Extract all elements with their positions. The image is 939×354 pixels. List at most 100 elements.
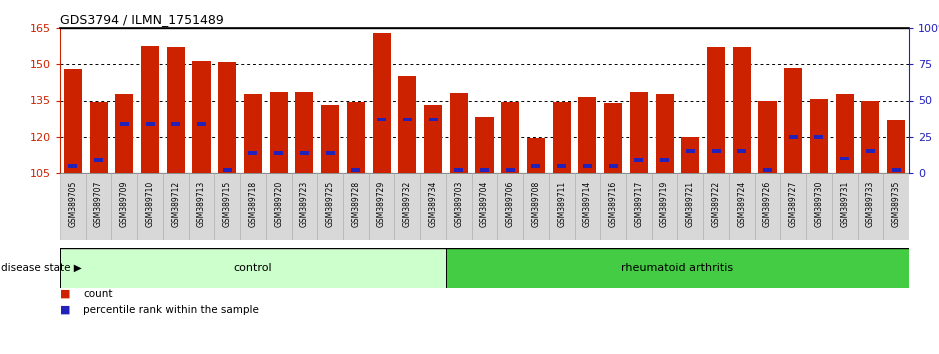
Text: rheumatoid arthritis: rheumatoid arthritis (622, 263, 733, 273)
Bar (604, 103, 623, 173)
Bar (707, 47, 725, 173)
Text: GSM389716: GSM389716 (608, 181, 618, 227)
Bar (446, 173, 471, 240)
Bar (655, 95, 673, 173)
Text: GSM389705: GSM389705 (69, 181, 77, 227)
Bar (223, 168, 232, 172)
Bar (475, 118, 494, 173)
Bar (884, 173, 909, 240)
Bar (806, 173, 832, 240)
Bar (814, 135, 824, 138)
Bar (626, 173, 652, 240)
Bar (394, 173, 420, 240)
Bar (296, 92, 314, 173)
Bar (454, 168, 463, 172)
Text: control: control (234, 263, 272, 273)
Bar (780, 173, 806, 240)
Bar (789, 135, 798, 138)
Bar (446, 248, 909, 288)
Bar (600, 173, 626, 240)
Bar (763, 168, 772, 172)
Bar (266, 173, 291, 240)
Bar (249, 151, 257, 154)
Bar (630, 92, 648, 173)
Bar (450, 93, 468, 173)
Text: disease state ▶: disease state ▶ (1, 263, 82, 273)
Bar (703, 173, 729, 240)
Text: ■: ■ (60, 289, 70, 299)
Bar (832, 173, 857, 240)
Bar (321, 105, 339, 173)
Bar (274, 151, 284, 154)
Bar (759, 101, 777, 173)
Text: GSM389725: GSM389725 (326, 181, 334, 227)
Text: GSM389710: GSM389710 (146, 181, 155, 227)
Text: count: count (84, 289, 113, 299)
Bar (729, 173, 755, 240)
Bar (326, 151, 334, 154)
Bar (810, 99, 828, 173)
Bar (269, 92, 287, 173)
Bar (64, 69, 82, 173)
Bar (291, 173, 317, 240)
Text: GSM389713: GSM389713 (197, 181, 206, 227)
Bar (712, 149, 720, 153)
Bar (480, 168, 489, 172)
Bar (373, 33, 391, 173)
Bar (120, 122, 129, 126)
Bar (583, 164, 592, 167)
Bar (784, 68, 802, 173)
Bar (60, 248, 446, 288)
Bar (428, 118, 438, 121)
Text: GSM389722: GSM389722 (712, 181, 720, 227)
Text: GSM389709: GSM389709 (120, 181, 129, 227)
Text: GSM389721: GSM389721 (685, 181, 695, 227)
Bar (866, 149, 875, 153)
Text: GSM389719: GSM389719 (660, 181, 670, 227)
Text: GSM389726: GSM389726 (763, 181, 772, 227)
Bar (836, 95, 854, 173)
Bar (501, 102, 519, 173)
Text: GSM389729: GSM389729 (377, 181, 386, 227)
Text: GSM389735: GSM389735 (892, 181, 901, 227)
Bar (635, 158, 643, 162)
Bar (189, 173, 214, 240)
Bar (737, 149, 747, 153)
Bar (887, 120, 905, 173)
Text: GSM389720: GSM389720 (274, 181, 284, 227)
Bar (892, 168, 901, 172)
Bar (369, 173, 394, 240)
Bar (240, 173, 266, 240)
Bar (317, 173, 343, 240)
Bar (861, 101, 880, 173)
Bar (162, 173, 189, 240)
Bar (677, 173, 703, 240)
Bar (146, 122, 155, 126)
Text: GSM389732: GSM389732 (403, 181, 412, 227)
Bar (115, 95, 133, 173)
Text: GSM389703: GSM389703 (454, 181, 463, 227)
Bar (141, 46, 159, 173)
Bar (553, 102, 571, 173)
Bar (578, 97, 596, 173)
Text: GSM389731: GSM389731 (840, 181, 849, 227)
Text: GSM389711: GSM389711 (557, 181, 566, 227)
Bar (608, 164, 618, 167)
Bar (218, 62, 237, 173)
Bar (424, 105, 442, 173)
Bar (527, 138, 545, 173)
Bar (531, 164, 541, 167)
Text: GSM389708: GSM389708 (531, 181, 541, 227)
Text: GSM389715: GSM389715 (223, 181, 232, 227)
Bar (548, 173, 575, 240)
Bar (857, 173, 884, 240)
Text: GSM389728: GSM389728 (351, 181, 361, 227)
Bar (89, 102, 108, 173)
Bar (197, 122, 206, 126)
Bar (840, 157, 849, 160)
Text: percentile rank within the sample: percentile rank within the sample (84, 305, 259, 315)
Bar (682, 137, 700, 173)
Text: ■: ■ (60, 305, 70, 315)
Text: GSM389734: GSM389734 (428, 181, 438, 227)
Bar (377, 118, 386, 121)
